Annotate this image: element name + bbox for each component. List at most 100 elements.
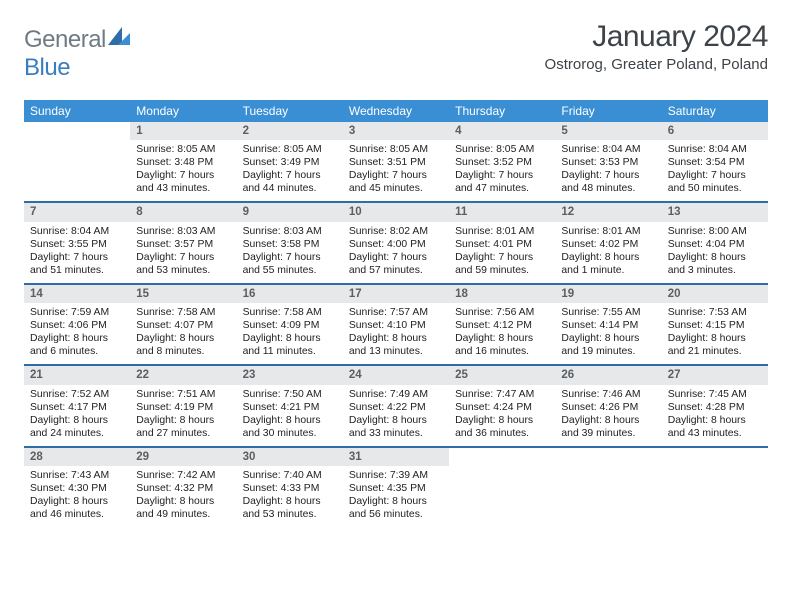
calendar-cell: 27Sunrise: 7:45 AMSunset: 4:28 PMDayligh…	[662, 366, 768, 445]
calendar-cell: 16Sunrise: 7:58 AMSunset: 4:09 PMDayligh…	[237, 285, 343, 364]
daylight-text: Daylight: 8 hours	[668, 251, 762, 264]
day-number: 26	[555, 366, 661, 384]
calendar-cell: 4Sunrise: 8:05 AMSunset: 3:52 PMDaylight…	[449, 122, 555, 201]
day-number: 8	[130, 203, 236, 221]
calendar-cell: 25Sunrise: 7:47 AMSunset: 4:24 PMDayligh…	[449, 366, 555, 445]
sunrise-text: Sunrise: 7:56 AM	[455, 306, 549, 319]
title-block: January 2024 Ostrorog, Greater Poland, P…	[545, 20, 768, 73]
day-number: 1	[130, 122, 236, 140]
calendar-cell: 18Sunrise: 7:56 AMSunset: 4:12 PMDayligh…	[449, 285, 555, 364]
sunrise-text: Sunrise: 8:05 AM	[243, 143, 337, 156]
sunrise-text: Sunrise: 7:50 AM	[243, 388, 337, 401]
sunset-text: Sunset: 3:48 PM	[136, 156, 230, 169]
sunset-text: Sunset: 3:54 PM	[668, 156, 762, 169]
sunset-text: Sunset: 3:52 PM	[455, 156, 549, 169]
dow-label: Wednesday	[343, 100, 449, 122]
calendar-cell: 26 Sunrise: 7:46 AMSunset: 4:26 PMDayligh…	[555, 366, 661, 445]
day-number: 6	[662, 122, 768, 140]
calendar-cell: 9Sunrise: 8:03 AMSunset: 3:58 PMDaylight…	[237, 203, 343, 282]
dow-label: Friday	[555, 100, 661, 122]
daylight-text: Daylight: 8 hours	[561, 414, 655, 427]
sunrise-text: Sunrise: 8:04 AM	[668, 143, 762, 156]
daylight-text: Daylight: 7 hours	[243, 251, 337, 264]
sunset-text: Sunset: 4:22 PM	[349, 401, 443, 414]
sunset-text: Sunset: 4:15 PM	[668, 319, 762, 332]
calendar-week: 1Sunrise: 8:05 AMSunset: 3:48 PMDaylight…	[24, 122, 768, 203]
daylight-text: and 36 minutes.	[455, 427, 549, 440]
daylight-text: Daylight: 7 hours	[136, 169, 230, 182]
daylight-text: and 44 minutes.	[243, 182, 337, 195]
daylight-text: and 49 minutes.	[136, 508, 230, 521]
sunrise-text: Sunrise: 7:53 AM	[668, 306, 762, 319]
daylight-text: Daylight: 7 hours	[30, 251, 124, 264]
day-number: 23	[237, 366, 343, 384]
day-number: 9	[237, 203, 343, 221]
brand-part1: General	[24, 26, 106, 53]
daylight-text: and 11 minutes.	[243, 345, 337, 358]
daylight-text: Daylight: 8 hours	[243, 332, 337, 345]
sunrise-text: Sunrise: 8:03 AM	[243, 225, 337, 238]
calendar-cell: 5Sunrise: 8:04 AMSunset: 3:53 PMDaylight…	[555, 122, 661, 201]
daylight-text: and 48 minutes.	[561, 182, 655, 195]
sunrise-text: Sunrise: 7:46 AM	[561, 388, 655, 401]
day-number: 17	[343, 285, 449, 303]
calendar-cell: 12Sunrise: 8:01 AMSunset: 4:02 PMDayligh…	[555, 203, 661, 282]
daylight-text: Daylight: 8 hours	[136, 495, 230, 508]
sunrise-text: Sunrise: 7:45 AM	[668, 388, 762, 401]
calendar-cell: 20Sunrise: 7:53 AMSunset: 4:15 PMDayligh…	[662, 285, 768, 364]
sunset-text: Sunset: 4:00 PM	[349, 238, 443, 251]
calendar-week: 28Sunrise: 7:43 AMSunset: 4:30 PMDayligh…	[24, 448, 768, 527]
daylight-text: and 55 minutes.	[243, 264, 337, 277]
sunset-text: Sunset: 4:35 PM	[349, 482, 443, 495]
calendar-cell: 11Sunrise: 8:01 AMSunset: 4:01 PMDayligh…	[449, 203, 555, 282]
daylight-text: Daylight: 8 hours	[349, 414, 443, 427]
daylight-text: and 13 minutes.	[349, 345, 443, 358]
daylight-text: and 1 minute.	[561, 264, 655, 277]
calendar-cell: 6Sunrise: 8:04 AMSunset: 3:54 PMDaylight…	[662, 122, 768, 201]
calendar-body: 1Sunrise: 8:05 AMSunset: 3:48 PMDaylight…	[24, 122, 768, 527]
daylight-text: and 6 minutes.	[30, 345, 124, 358]
daylight-text: Daylight: 8 hours	[243, 495, 337, 508]
calendar-cell: 29Sunrise: 7:42 AMSunset: 4:32 PMDayligh…	[130, 448, 236, 527]
calendar-cell: 2Sunrise: 8:05 AMSunset: 3:49 PMDaylight…	[237, 122, 343, 201]
day-number: 7	[24, 203, 130, 221]
day-number: 19	[555, 285, 661, 303]
sunset-text: Sunset: 4:26 PM	[561, 401, 655, 414]
sunrise-text: Sunrise: 7:58 AM	[136, 306, 230, 319]
day-number: 3	[343, 122, 449, 140]
sunset-text: Sunset: 4:12 PM	[455, 319, 549, 332]
sunrise-text: Sunrise: 7:49 AM	[349, 388, 443, 401]
sunrise-text: Sunrise: 8:02 AM	[349, 225, 443, 238]
sunrise-text: Sunrise: 7:57 AM	[349, 306, 443, 319]
daylight-text: Daylight: 7 hours	[243, 169, 337, 182]
daylight-text: Daylight: 8 hours	[30, 332, 124, 345]
sunrise-text: Sunrise: 8:05 AM	[136, 143, 230, 156]
calendar-cell: 7Sunrise: 8:04 AMSunset: 3:55 PMDaylight…	[24, 203, 130, 282]
calendar-cell: 17Sunrise: 7:57 AMSunset: 4:10 PMDayligh…	[343, 285, 449, 364]
calendar-cell: 19Sunrise: 7:55 AMSunset: 4:14 PMDayligh…	[555, 285, 661, 364]
dow-label: Thursday	[449, 100, 555, 122]
sunrise-text: Sunrise: 7:51 AM	[136, 388, 230, 401]
calendar-week: 7Sunrise: 8:04 AMSunset: 3:55 PMDaylight…	[24, 203, 768, 284]
sunrise-text: Sunrise: 7:43 AM	[30, 469, 124, 482]
daylight-text: and 33 minutes.	[349, 427, 443, 440]
daylight-text: and 43 minutes.	[668, 427, 762, 440]
calendar-cell: 10Sunrise: 8:02 AMSunset: 4:00 PMDayligh…	[343, 203, 449, 282]
daylight-text: and 30 minutes.	[243, 427, 337, 440]
daylight-text: and 21 minutes.	[668, 345, 762, 358]
daylight-text: Daylight: 8 hours	[455, 414, 549, 427]
calendar-week: 14Sunrise: 7:59 AMSunset: 4:06 PMDayligh…	[24, 285, 768, 366]
calendar-cell: 14Sunrise: 7:59 AMSunset: 4:06 PMDayligh…	[24, 285, 130, 364]
sunrise-text: Sunrise: 7:59 AM	[30, 306, 124, 319]
sunset-text: Sunset: 4:24 PM	[455, 401, 549, 414]
sunset-text: Sunset: 4:14 PM	[561, 319, 655, 332]
daylight-text: and 47 minutes.	[455, 182, 549, 195]
day-number: 24	[343, 366, 449, 384]
sunrise-text: Sunrise: 7:58 AM	[243, 306, 337, 319]
day-number: 2	[237, 122, 343, 140]
sail-icon	[108, 26, 130, 53]
day-number: 27	[662, 366, 768, 384]
day-number: 22	[130, 366, 236, 384]
daylight-text: and 46 minutes.	[30, 508, 124, 521]
day-number: 18	[449, 285, 555, 303]
